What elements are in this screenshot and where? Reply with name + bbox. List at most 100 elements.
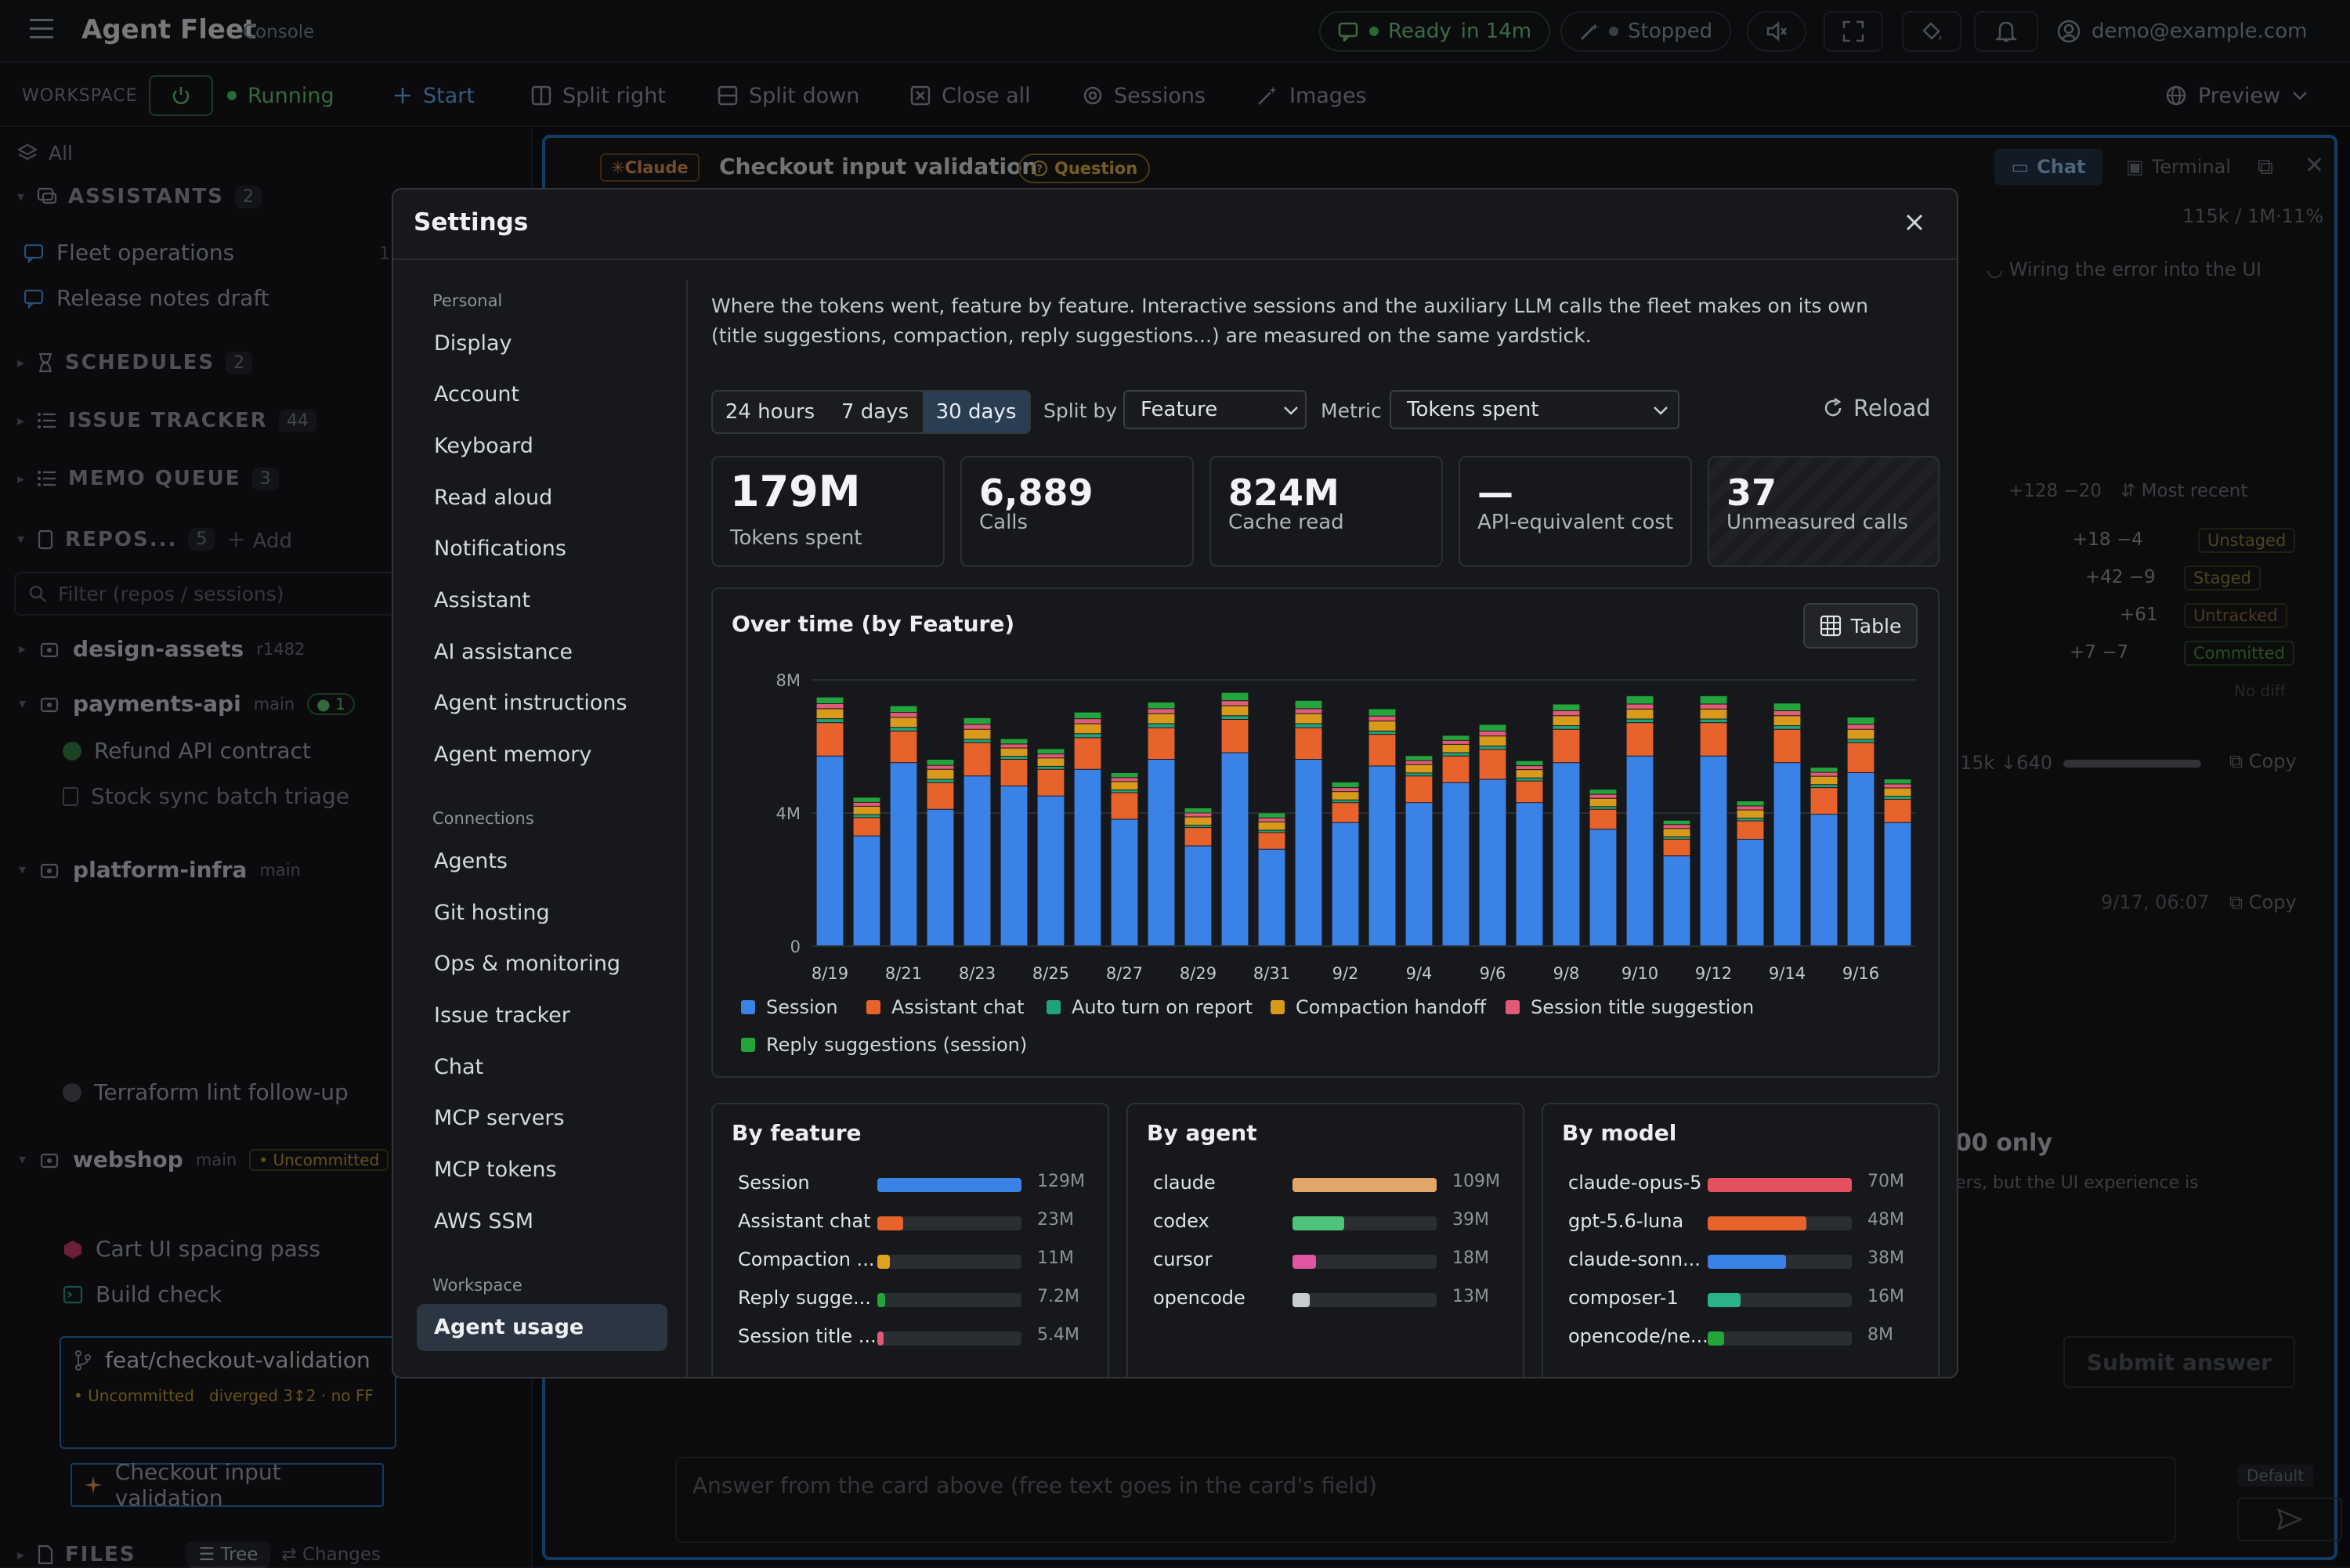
- popout-icon[interactable]: ⧉: [2258, 154, 2273, 179]
- send-button[interactable]: [2237, 1498, 2342, 1541]
- chart-bar-segment[interactable]: [890, 706, 917, 713]
- chart-bar-segment[interactable]: [1663, 825, 1690, 829]
- chart-bar-segment[interactable]: [927, 769, 954, 779]
- chart-bar-segment[interactable]: [1221, 716, 1249, 719]
- files-section-header[interactable]: ▸ FILES ☰ Tree ⇄ Changes: [17, 1541, 381, 1568]
- session-item-active[interactable]: Checkout input validation: [70, 1459, 384, 1511]
- nav-item-aws-ssm[interactable]: AWS SSM: [434, 1209, 533, 1234]
- session-item[interactable]: Build check: [63, 1281, 222, 1307]
- chart-bar-segment[interactable]: [1663, 840, 1690, 856]
- chart-bar-segment[interactable]: [1553, 704, 1580, 710]
- chart-bar-segment[interactable]: [1479, 724, 1506, 731]
- chart-bar-segment[interactable]: [1368, 709, 1396, 716]
- nav-item-agents[interactable]: Agents: [434, 848, 508, 873]
- chart-bar-segment[interactable]: [927, 782, 954, 809]
- chart-bar-segment[interactable]: [1626, 756, 1654, 945]
- chart-bar-segment[interactable]: [1516, 766, 1543, 770]
- chart-bar-segment[interactable]: [1847, 724, 1875, 729]
- sessions-button[interactable]: Sessions: [1083, 64, 1206, 127]
- chart-bar-segment[interactable]: [1479, 736, 1506, 746]
- chart-bar-segment[interactable]: [1000, 760, 1028, 786]
- chart-bar-segment[interactable]: [1626, 695, 1654, 704]
- nav-item-agent-usage[interactable]: Agent usage: [417, 1303, 667, 1351]
- mode-badge[interactable]: Default: [2237, 1465, 2314, 1487]
- chart-bar-segment[interactable]: [1589, 794, 1617, 798]
- chart-bar-segment[interactable]: [1847, 739, 1875, 742]
- chart-bar-segment[interactable]: [1295, 714, 1322, 724]
- chart-bar-segment[interactable]: [1516, 803, 1543, 945]
- chart-bar-segment[interactable]: [1737, 818, 1764, 821]
- chart-bar-segment[interactable]: [1074, 769, 1101, 945]
- chart-bar-segment[interactable]: [1516, 778, 1543, 781]
- chart-bar-segment[interactable]: [1737, 806, 1764, 810]
- chart-bar-segment[interactable]: [890, 713, 917, 717]
- theme-button[interactable]: [1902, 11, 1961, 52]
- chart-bar-segment[interactable]: [1589, 809, 1617, 829]
- chart-bar-segment[interactable]: [1810, 788, 1838, 815]
- chart-bar-segment[interactable]: [1405, 756, 1433, 761]
- chart-bar-segment[interactable]: [1184, 808, 1212, 813]
- chart-bar-segment[interactable]: [1368, 735, 1396, 766]
- chart-bar-segment[interactable]: [1405, 776, 1433, 803]
- chart-bar-segment[interactable]: [890, 731, 917, 763]
- chart-bar-segment[interactable]: [1148, 702, 1175, 709]
- chart-bar-segment[interactable]: [1037, 766, 1065, 769]
- chart-bar-segment[interactable]: [1663, 820, 1690, 825]
- nav-item-assistant[interactable]: Assistant: [434, 588, 531, 612]
- nav-item-account[interactable]: Account: [434, 382, 520, 407]
- chart-bar-segment[interactable]: [1884, 822, 1911, 945]
- chart-bar-segment[interactable]: [1626, 719, 1654, 723]
- chart-bar-segment[interactable]: [1663, 856, 1690, 945]
- legend-item[interactable]: Auto turn on report: [1047, 996, 1253, 1018]
- nav-item-agent-instructions[interactable]: Agent instructions: [434, 691, 627, 716]
- range-24-hours[interactable]: 24 hours: [711, 390, 829, 434]
- chart-bar-segment[interactable]: [1037, 796, 1065, 945]
- chart-bar-segment[interactable]: [1258, 849, 1285, 945]
- chart-bar-segment[interactable]: [964, 776, 991, 945]
- chart-bar-segment[interactable]: [1037, 754, 1065, 758]
- chart-bar-segment[interactable]: [927, 765, 954, 769]
- chart-bar-segment[interactable]: [1111, 790, 1138, 793]
- chart-bar-segment[interactable]: [1479, 750, 1506, 779]
- repo-filter-input[interactable]: Filter (repos / sessions): [14, 572, 523, 616]
- chart-bar-segment[interactable]: [1184, 846, 1212, 946]
- chart-bar-segment[interactable]: [1810, 776, 1838, 785]
- chart-bar-segment[interactable]: [1405, 761, 1433, 764]
- legend-item[interactable]: Session: [741, 996, 838, 1018]
- add-repo-button[interactable]: ＋ Add: [226, 529, 292, 553]
- chart-bar-segment[interactable]: [1184, 817, 1212, 826]
- active-branch-card[interactable]: feat/checkout-validation • Uncommitted d…: [60, 1336, 396, 1449]
- start-button[interactable]: Start: [393, 64, 475, 127]
- chart-bar-segment[interactable]: [1368, 721, 1396, 731]
- table-toggle-button[interactable]: Table: [1803, 603, 1918, 649]
- chart-bar-segment[interactable]: [1884, 797, 1911, 799]
- chart-bar-segment[interactable]: [1000, 757, 1028, 759]
- chart-bar-segment[interactable]: [1184, 828, 1212, 846]
- chart-bar-segment[interactable]: [1148, 760, 1175, 945]
- split-by-select[interactable]: Feature: [1123, 390, 1307, 429]
- chart-bar-segment[interactable]: [1000, 739, 1028, 744]
- nav-item-ops-monitoring[interactable]: Ops & monitoring: [434, 952, 621, 977]
- chart-bar-segment[interactable]: [1553, 716, 1580, 726]
- tab-chat[interactable]: ▭ Chat: [1994, 149, 2102, 185]
- layer-filter-dropdown[interactable]: All: [17, 135, 519, 171]
- range-7-days[interactable]: 7 days: [827, 390, 924, 434]
- chart-bar-segment[interactable]: [1589, 829, 1617, 945]
- chart-bar-segment[interactable]: [1442, 735, 1470, 740]
- chart-bar-segment[interactable]: [1516, 781, 1543, 803]
- nav-item-git-hosting[interactable]: Git hosting: [434, 900, 550, 925]
- chart-bar-segment[interactable]: [1737, 840, 1764, 945]
- chart-bar-segment[interactable]: [1258, 822, 1285, 830]
- hamburger-icon[interactable]: [30, 17, 55, 41]
- chart-bar-segment[interactable]: [1074, 738, 1101, 769]
- nav-item-mcp-servers[interactable]: MCP servers: [434, 1106, 565, 1131]
- ready-status-pill[interactable]: Ready in 14m: [1319, 11, 1551, 52]
- chart-bar-segment[interactable]: [1332, 788, 1359, 792]
- chart-bar-segment[interactable]: [1295, 700, 1322, 709]
- composer-input[interactable]: Answer from the card above (free text go…: [675, 1457, 2176, 1543]
- chart-bar-segment[interactable]: [1773, 703, 1801, 710]
- chart-bar-segment[interactable]: [816, 756, 844, 945]
- copy-button[interactable]: ⧉ Copy: [2229, 891, 2297, 913]
- chart-bar-segment[interactable]: [1074, 724, 1101, 734]
- submit-answer-button[interactable]: Submit answer: [2063, 1336, 2295, 1388]
